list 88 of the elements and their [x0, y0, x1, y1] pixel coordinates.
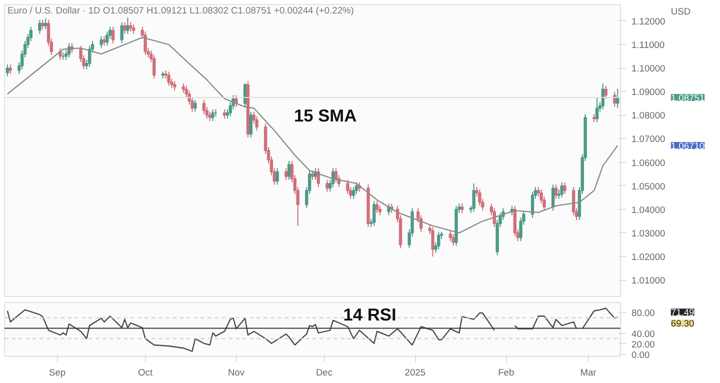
x-tick-label: Sep: [49, 368, 66, 378]
candlestick: [352, 186, 356, 200]
candlestick: [604, 85, 608, 100]
y-tick-label: 80.00: [632, 308, 655, 318]
y-tick-label: 1.04000: [632, 204, 666, 215]
candlestick: [372, 200, 376, 226]
candlestick: [106, 31, 109, 46]
candlestick: [276, 168, 279, 186]
candlestick: [8, 64, 12, 74]
candlestick: [452, 234, 455, 246]
candlestick: [255, 116, 258, 131]
candlestick: [284, 168, 288, 180]
annotation: 15 SMA: [294, 105, 358, 126]
candlestick: [100, 36, 103, 49]
candlestick: [208, 111, 212, 122]
y-tick-label: 1.11000: [632, 40, 665, 50]
candlestick: [460, 202, 464, 214]
candlestick: [41, 19, 44, 30]
text: 1.06710: [670, 141, 705, 152]
annotation: 14 RSI: [343, 304, 396, 324]
candlestick: [144, 31, 147, 56]
candlestick: [563, 182, 566, 195]
candlestick: [211, 108, 214, 122]
y-tick-label: 1.02000: [632, 252, 666, 262]
candlestick: [472, 182, 476, 212]
y-axis-title: USD: [670, 6, 691, 16]
candlestick: [478, 188, 482, 206]
y-tick-label: 1.05000: [632, 181, 666, 192]
candlestick: [111, 26, 115, 44]
candlestick: [243, 82, 247, 108]
candlestick: [132, 24, 136, 34]
candlestick: [129, 22, 132, 32]
candlestick: [354, 182, 358, 195]
candlestick: [182, 82, 186, 94]
candlestick: [595, 96, 599, 123]
y-tick-label: 1.03000: [632, 228, 666, 238]
candlestick: [58, 48, 62, 60]
candlestick: [513, 205, 516, 237]
y-tick-label: 1.01000: [632, 276, 666, 286]
x-tick-label: Dec: [316, 368, 333, 378]
chart-title: Euro / U.S. Dollar · 1D O1.08507 H1.09121 L1.08302 C1.08751 +0.00244 (+0.22%): [8, 6, 354, 16]
candlestick: [102, 36, 106, 46]
candlestick: [287, 160, 291, 180]
candlestick: [375, 200, 379, 214]
candlestick: [560, 182, 564, 198]
candlestick: [152, 54, 156, 80]
candlestick: [326, 179, 329, 192]
candlestick: [6, 64, 10, 77]
candlestick: [123, 22, 126, 34]
y-tick-label: 1.07000: [632, 134, 666, 144]
y-tick-label: 20.00: [632, 339, 655, 350]
y-tick-label: 0.00: [632, 350, 650, 360]
y-tick-label: 1.12000: [632, 16, 666, 26]
candlestick: [194, 99, 197, 112]
candlestick: [346, 179, 350, 195]
y-tick-label: 1.06000: [632, 158, 666, 168]
y-tick-label: 1.09000: [632, 87, 666, 98]
candlestick: [126, 16, 130, 34]
candlestick: [38, 19, 42, 34]
candlestick: [167, 71, 170, 86]
candlestick: [378, 205, 382, 216]
candlestick: [310, 170, 314, 180]
text: 71.49: [670, 308, 694, 318]
candlestick: [437, 231, 440, 250]
candlestick: [234, 94, 238, 108]
candlestick: [530, 191, 534, 218]
x-tick-label: Oct: [138, 368, 153, 378]
candlestick: [202, 99, 206, 114]
text: 69.30: [670, 318, 694, 329]
candlestick: [431, 226, 434, 257]
y-tick-label: 40.00: [632, 328, 655, 339]
candlestick: [120, 22, 124, 44]
candlestick: [222, 108, 226, 120]
candlestick: [448, 230, 452, 242]
x-tick-label: 2025: [404, 368, 426, 378]
x-tick-label: Mar: [580, 368, 596, 378]
x-tick-label: Nov: [228, 368, 245, 378]
line-series: [6, 36, 618, 234]
candlestick: [554, 184, 558, 200]
text: 1.08751: [670, 92, 705, 103]
candlestick: [44, 18, 48, 30]
x-tick-label: Feb: [498, 368, 514, 378]
y-tick-label: 1.10000: [632, 64, 666, 74]
candlestick: [334, 168, 338, 183]
candlestick: [551, 184, 555, 212]
candlestick: [173, 80, 176, 91]
candlestick: [249, 111, 252, 138]
y-tick-label: 1.08000: [632, 110, 666, 121]
